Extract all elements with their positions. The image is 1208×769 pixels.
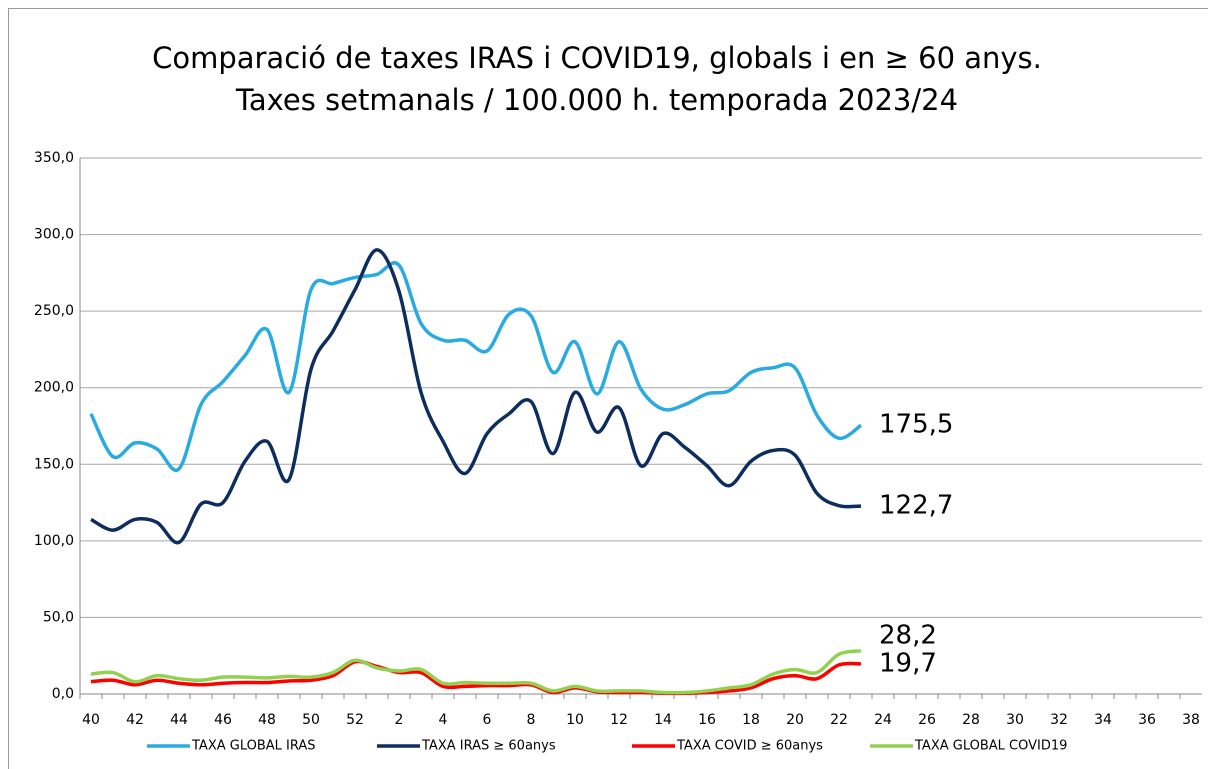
x-tick-label: 10 — [566, 712, 584, 728]
y-tick-label: 100,0 — [34, 533, 74, 549]
x-tick-label: 26 — [918, 712, 936, 728]
x-tick-label: 22 — [830, 712, 848, 728]
x-tick-label: 30 — [1006, 712, 1024, 728]
data-label: 28,2 — [879, 620, 937, 650]
series-line — [90, 248, 862, 545]
x-tick-label: 46 — [214, 712, 232, 728]
y-tick-label: 350,0 — [34, 150, 74, 166]
frame — [8, 8, 1208, 769]
data-label: 175,5 — [879, 410, 953, 440]
y-tick-label: 200,0 — [34, 380, 74, 396]
legend-label: TAXA GLOBAL COVID19 — [914, 739, 1067, 754]
x-tick-label: 34 — [1094, 712, 1112, 728]
x-tick-label: 20 — [786, 712, 804, 728]
x-tick-label: 14 — [654, 712, 672, 728]
chart-subtitle: Taxes setmanals / 100.000 h. temporada 2… — [235, 83, 958, 117]
data-label: 19,7 — [879, 648, 937, 678]
y-tick-label: 50,0 — [43, 609, 74, 625]
y-tick-label: 250,0 — [34, 303, 74, 319]
y-tick-label: 0,0 — [52, 686, 74, 702]
x-tick-label: 36 — [1138, 712, 1156, 728]
x-tick-label: 48 — [258, 712, 276, 728]
series-line — [90, 649, 862, 695]
x-tick-label: 40 — [82, 712, 100, 728]
legend-label: TAXA IRAS ≥ 60anys — [421, 739, 556, 754]
x-tick-label: 6 — [483, 712, 492, 728]
x-tick-label: 50 — [302, 712, 320, 728]
x-tick-label: 18 — [742, 712, 760, 728]
x-tick-label: 16 — [698, 712, 716, 728]
y-tick-label: 300,0 — [34, 227, 74, 243]
y-tick-label: 150,0 — [34, 456, 74, 472]
x-tick-label: 42 — [126, 712, 144, 728]
x-tick-label: 24 — [874, 712, 892, 728]
x-tick-label: 12 — [610, 712, 628, 728]
x-tick-label: 8 — [527, 712, 536, 728]
x-tick-label: 2 — [395, 712, 404, 728]
legend-label: TAXA GLOBAL IRAS — [191, 739, 316, 754]
x-tick-label: 44 — [170, 712, 188, 728]
x-tick-label: 52 — [346, 712, 364, 728]
x-tick-label: 38 — [1182, 712, 1200, 728]
chart-title: Comparació de taxes IRAS i COVID19, glob… — [152, 41, 1042, 75]
x-tick-label: 28 — [962, 712, 980, 728]
legend-label: TAXA COVID ≥ 60anys — [676, 739, 823, 754]
data-label: 122,7 — [879, 491, 953, 521]
series-line — [89, 261, 863, 473]
x-tick-label: 32 — [1050, 712, 1068, 728]
series-line — [90, 659, 862, 696]
x-tick-label: 4 — [439, 712, 448, 728]
